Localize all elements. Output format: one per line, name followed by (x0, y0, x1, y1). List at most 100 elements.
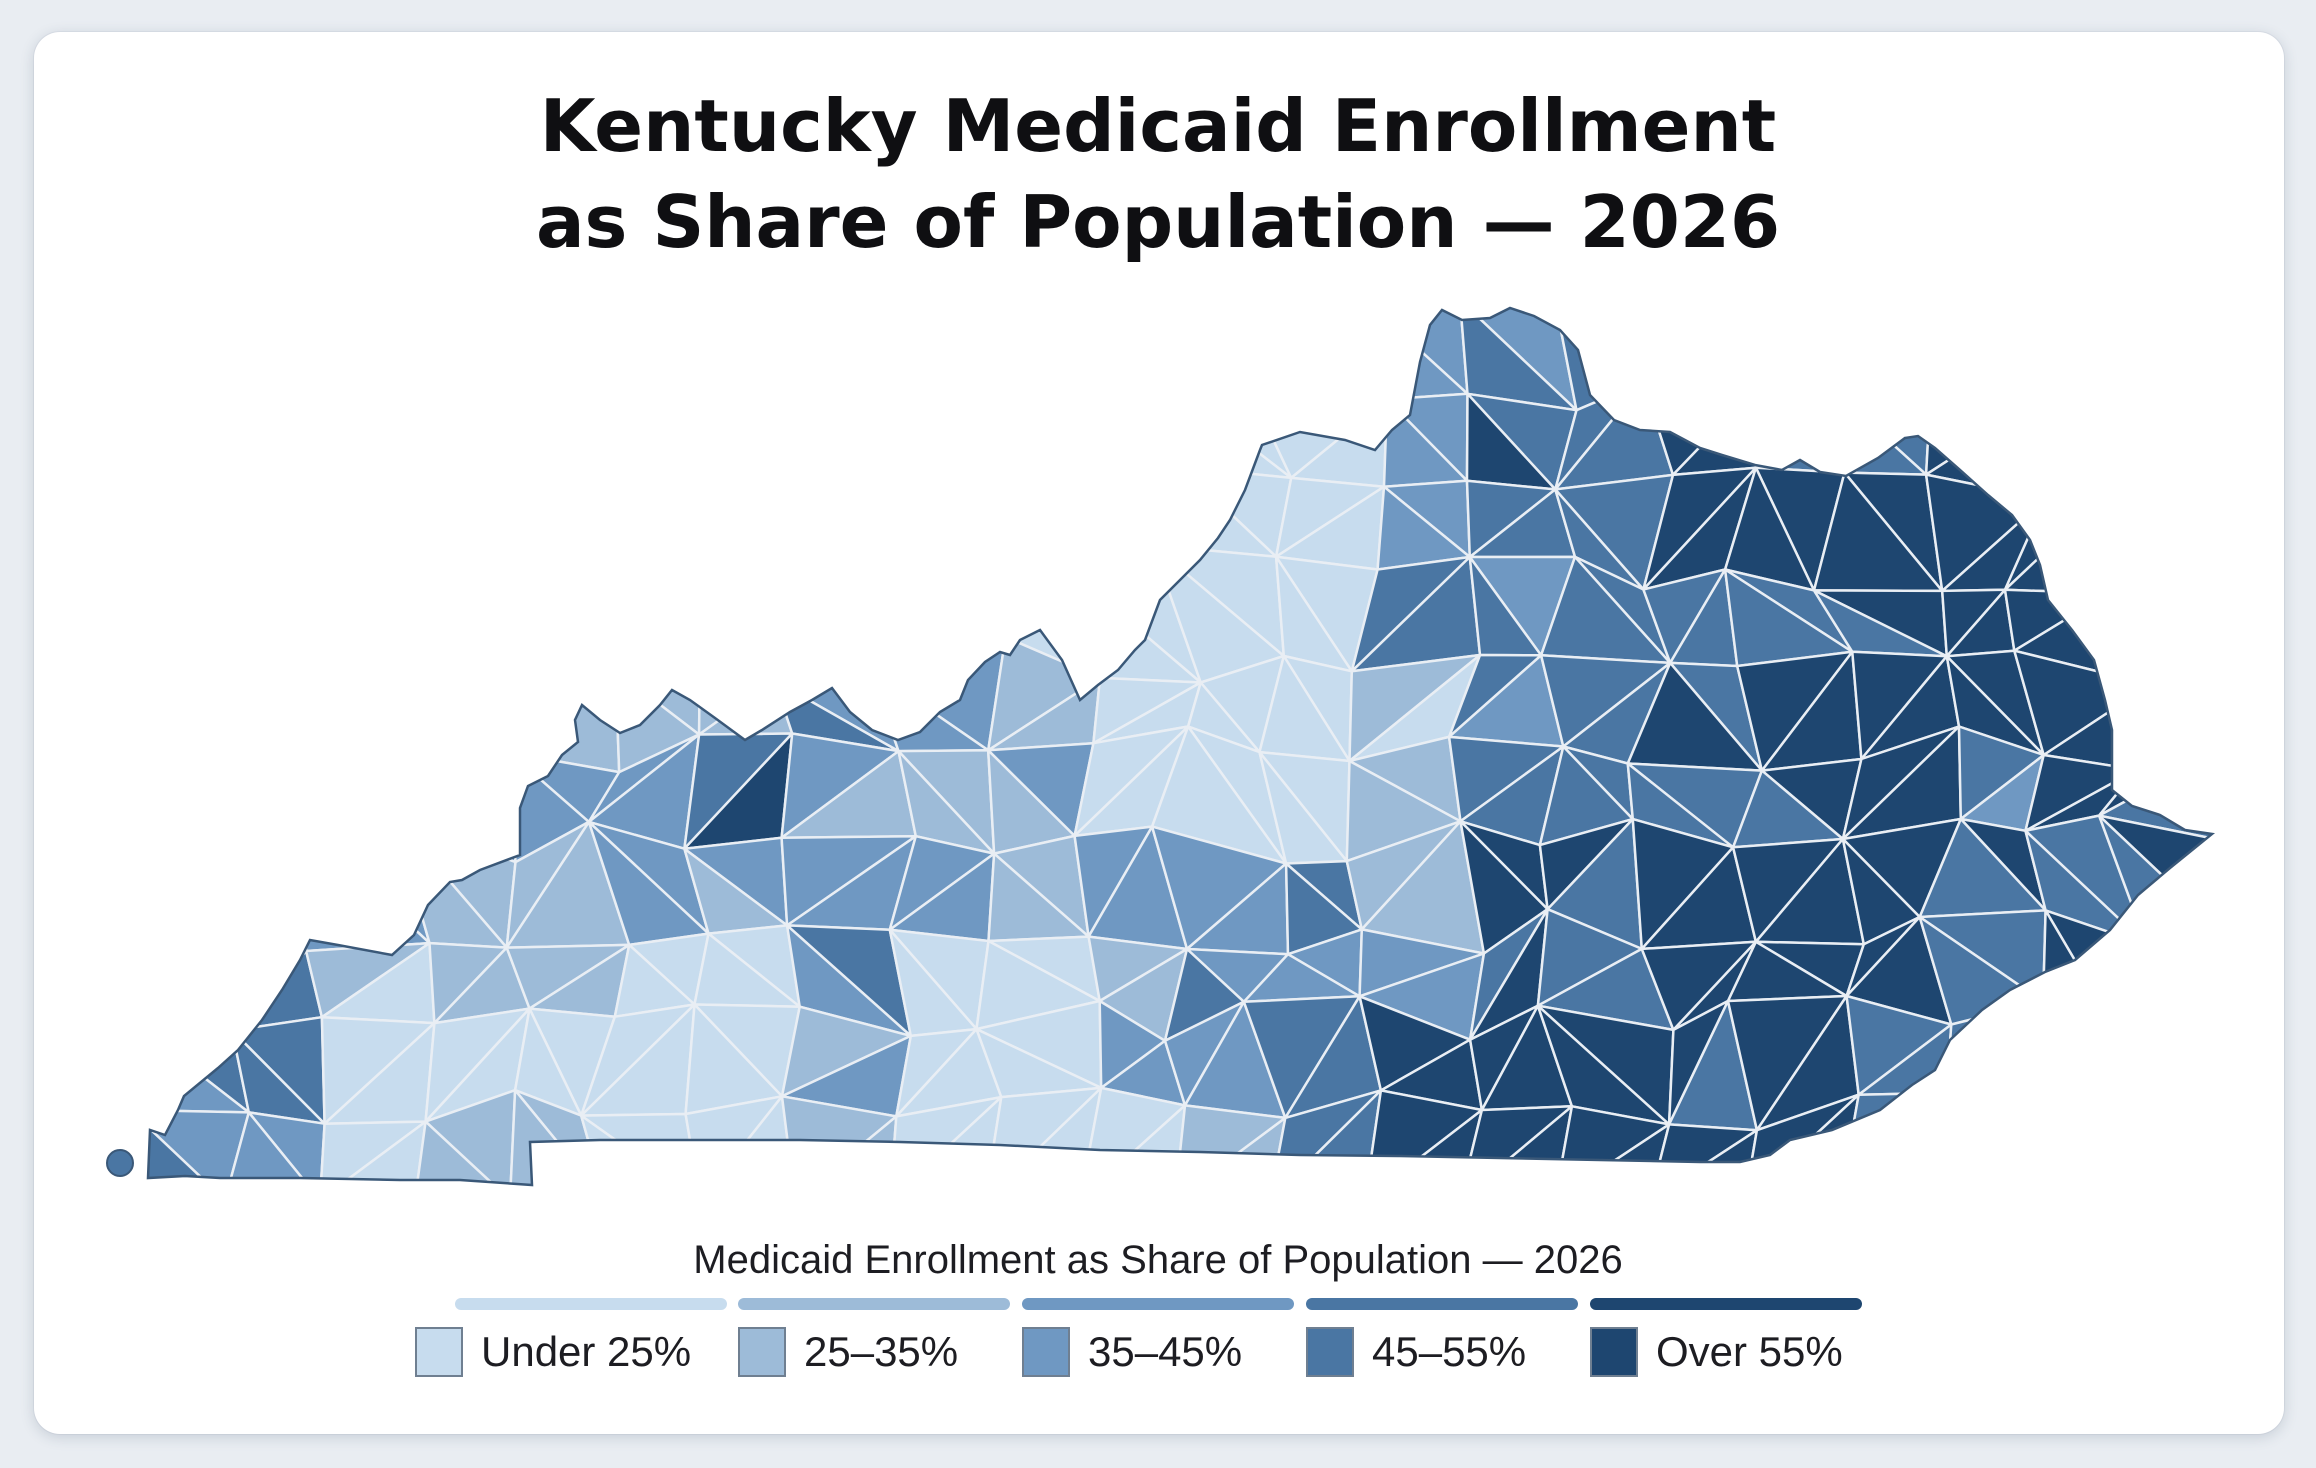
county-region (200, 467, 325, 551)
county-region (1838, 1091, 1948, 1185)
county-region (1173, 308, 1252, 407)
county-region (1078, 308, 1177, 390)
legend-label: 45–55% (1372, 1328, 1527, 1375)
county-region (485, 551, 605, 675)
county-region (976, 366, 1091, 478)
county-region (413, 308, 512, 404)
county-region (1088, 308, 1199, 407)
county-region (2135, 658, 2212, 771)
county-region (148, 568, 230, 671)
county-region (2028, 308, 2139, 410)
county-region (485, 573, 617, 675)
county-region (1820, 308, 1937, 382)
county-region (227, 667, 344, 770)
county-region (148, 564, 230, 671)
county-region (2044, 391, 2106, 500)
county-region (882, 308, 997, 402)
county-region (340, 661, 424, 737)
county-region (392, 751, 517, 864)
county-region (810, 308, 892, 402)
county-region (508, 308, 620, 394)
county-region (148, 467, 204, 572)
legend-bar-35-45 (1022, 1298, 1294, 1310)
county-region (794, 462, 887, 591)
county-region (813, 468, 912, 592)
county-region (2114, 1018, 2212, 1090)
county-region (882, 366, 997, 478)
county-region (499, 308, 620, 404)
county-region (596, 471, 710, 576)
county-region (296, 819, 431, 953)
county-region (300, 547, 402, 665)
county-region (1671, 380, 1764, 477)
county-region (296, 730, 424, 822)
county-region (1268, 308, 1389, 401)
county-region (148, 467, 205, 572)
legend-swatch (415, 1327, 463, 1377)
county-region (793, 308, 892, 379)
county-region (976, 474, 1073, 561)
county-region (1743, 308, 1824, 383)
county-region (1642, 308, 1764, 384)
county-region (300, 479, 443, 558)
county-region (601, 573, 702, 639)
county-region (1924, 378, 2055, 476)
county-region (148, 658, 234, 770)
county-region (697, 635, 776, 736)
county-region (773, 588, 912, 682)
county-region (2135, 658, 2212, 771)
county-region (148, 748, 234, 842)
county-region (2147, 1086, 2212, 1185)
county-region (883, 468, 980, 592)
legend-item-under-25: Under 25% (415, 1324, 691, 1380)
legend-title: Medicaid Enrollment as Share of Populati… (693, 1238, 1623, 1282)
county-region (684, 1095, 784, 1185)
legend-bar-under-25 (455, 1298, 727, 1310)
county-region (698, 588, 817, 682)
county-region (398, 661, 512, 755)
county-region (2028, 1086, 2151, 1185)
county-region (199, 733, 344, 824)
county-region (1195, 389, 1293, 480)
county-region (2103, 407, 2212, 498)
county-region (515, 471, 605, 576)
county-region (2009, 1000, 2151, 1134)
legend-swatch (738, 1327, 786, 1377)
county-region (392, 730, 512, 817)
county-region (1743, 308, 1842, 382)
county-region (1249, 308, 1389, 401)
map-title-line-2: as Share of Population — 2026 (535, 180, 1781, 264)
county-region (227, 645, 344, 737)
county-region (398, 554, 488, 675)
county-region (2123, 1086, 2212, 1185)
county-region (2028, 308, 2139, 410)
county-region (679, 462, 817, 593)
county-region (306, 645, 402, 737)
county-region (2103, 494, 2212, 595)
county-region (2123, 308, 2212, 392)
legend-item-25-35: 25–35% (738, 1324, 958, 1380)
legend-bar-45-55 (1306, 1298, 1578, 1310)
county-region (1070, 387, 1199, 483)
county-region (1173, 308, 1272, 392)
county-region (197, 374, 311, 471)
county-region (2135, 388, 2212, 482)
county-region (1945, 1091, 2032, 1185)
county-region (2123, 308, 2212, 410)
county-region (148, 908, 234, 1032)
kentucky-bend-exclave (106, 1149, 134, 1177)
map-title-line-1: Kentucky Medicaid Enrollment (539, 84, 1777, 168)
county-region (697, 679, 794, 736)
county-region (199, 820, 308, 953)
county-region (2103, 478, 2212, 572)
county-region (1648, 308, 1764, 383)
county-region (2044, 909, 2148, 1032)
county-region (997, 480, 1073, 561)
county-region (1053, 465, 1183, 559)
county-region (869, 557, 1000, 671)
county-region (413, 308, 503, 404)
county-region (515, 456, 600, 554)
county-region (2147, 1018, 2212, 1112)
county-region (148, 838, 222, 932)
county-region (199, 733, 344, 824)
